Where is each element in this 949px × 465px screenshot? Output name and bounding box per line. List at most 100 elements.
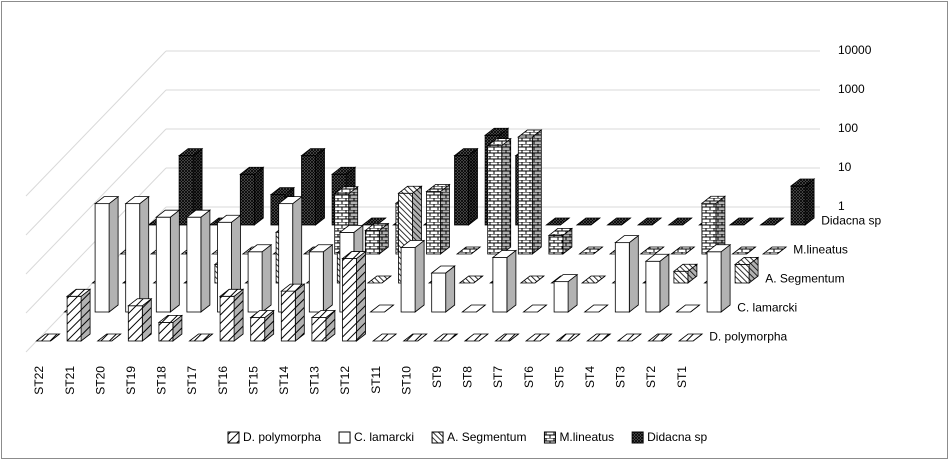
grid-line [25,89,167,236]
bar [575,217,602,226]
bar-side-shade [264,310,274,341]
bar [155,209,181,313]
bar-top [586,333,612,342]
bar-top [606,217,632,226]
x-tick-label: ST11 [369,366,383,394]
x-tick-label: ST6 [522,366,536,388]
bar [124,195,150,313]
bar-top [65,288,92,297]
bar-top [157,314,184,323]
bar-side-shade [532,130,542,254]
bar-top [269,187,296,196]
bar-top [308,244,334,253]
bar-top [486,138,512,147]
bar-front [247,251,263,313]
bar-top [277,196,303,205]
bar-front [158,321,174,342]
bar [455,246,482,255]
row-label: Didacna sp [821,214,881,228]
bar-top [705,244,732,253]
bar-front [155,216,171,313]
bar-top [96,333,122,342]
bar [308,243,334,313]
bar [369,304,395,313]
legend-swatch [227,431,240,444]
bar [733,256,760,284]
bar-front [614,242,630,313]
legend-swatch [431,431,444,444]
x-tick-label: ST20 [93,366,107,395]
bar [639,246,665,255]
bar-side-shade [170,210,180,312]
bar-top [547,227,574,236]
bar-side-shade [562,228,572,254]
bar-side-shade [506,250,516,312]
bar-side-shade [805,179,815,225]
bar-front [645,260,661,313]
bar-side-shade [234,289,244,341]
bar [366,275,393,284]
bar-top [364,223,390,231]
x-tick-label: ST1 [675,366,689,388]
bar-front [308,251,324,313]
bar-front [400,247,416,313]
bar-front [548,234,564,255]
bar-top [519,275,546,284]
bar-top [371,333,398,342]
bar-top [580,275,607,284]
bar-top [728,217,755,226]
legend-swatch [338,431,351,444]
bar-front [250,317,266,342]
bar [341,250,367,342]
y-tick-label: 100 [838,121,858,135]
bar-side-shade [629,235,639,312]
bar [65,288,92,342]
bar [555,333,581,342]
bar-top [700,195,727,204]
row-label: A. Segmentum [765,272,844,286]
bar-front [66,295,82,342]
bar-top [35,333,61,342]
bar-top [127,298,153,307]
legend-label: D. polymorpha [243,430,321,444]
bar [494,333,520,342]
bar [552,273,579,313]
bar-side-shade [325,310,335,341]
bar-top [430,265,456,274]
bar-front [186,216,202,313]
bar-side-shade [715,196,725,254]
x-tick-label: ST5 [552,366,566,388]
bar-top [453,148,479,157]
bar [519,275,546,284]
bar-top [461,304,487,313]
row-label: D. polymorpha [709,330,787,344]
bar [430,265,456,313]
bar-side-shade [440,184,450,254]
bar-front [342,258,357,342]
bar-top [575,217,602,226]
bar [188,333,214,342]
bar-front [94,203,110,313]
x-tick-label: ST10 [399,366,413,395]
bar-top [463,333,490,342]
bar-front [431,272,447,313]
bar-top [522,304,548,313]
bar-top [341,251,367,259]
x-tick-label: ST21 [63,366,77,395]
bar-side-shade [254,167,264,225]
bar-side-shade [139,196,149,312]
bar [670,246,696,255]
bar [185,209,212,313]
bar [606,217,632,226]
legend-label: C. lamarcki [354,430,414,444]
bar-top [366,275,393,284]
bar [157,314,184,342]
bar-front [239,173,255,226]
bar [728,217,755,226]
bar-top [789,178,816,187]
bar [700,195,727,255]
bar-front [492,257,508,313]
x-tick-label: ST14 [277,366,291,395]
bar [486,137,512,255]
